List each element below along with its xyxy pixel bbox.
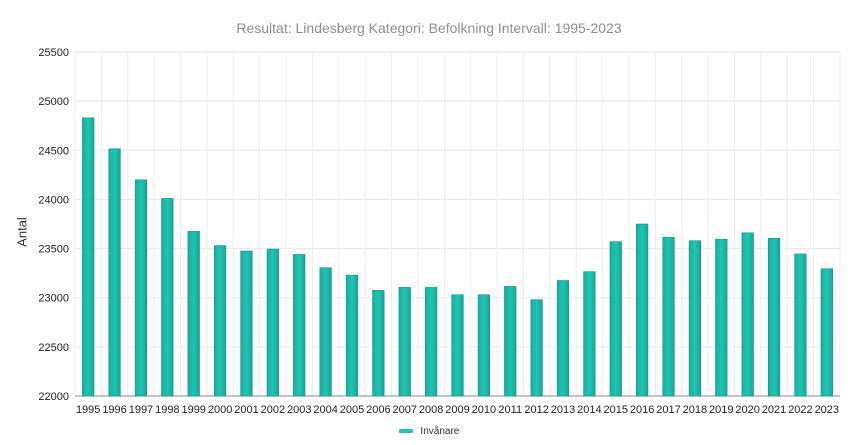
bar xyxy=(715,238,728,397)
bar xyxy=(741,232,754,397)
y-tick-label: 25000 xyxy=(38,96,69,108)
legend: Invånare xyxy=(0,426,858,437)
x-tick-label: 2020 xyxy=(735,404,759,416)
y-tick-label: 24500 xyxy=(38,145,69,157)
bar xyxy=(372,290,385,397)
x-tick-label: 2005 xyxy=(340,404,364,416)
x-tick-label: 2002 xyxy=(261,404,285,416)
x-tick-label: 1996 xyxy=(102,404,126,416)
x-tick-label: 2001 xyxy=(234,404,258,416)
bar xyxy=(820,268,833,397)
x-tick-label: 1995 xyxy=(76,404,100,416)
bar xyxy=(451,294,464,397)
bar xyxy=(425,287,438,397)
y-tick-label: 22000 xyxy=(38,391,69,403)
bar xyxy=(293,254,306,397)
x-tick-label: 2015 xyxy=(604,404,628,416)
x-tick-label: 2010 xyxy=(472,404,496,416)
y-tick-label: 24000 xyxy=(38,194,69,206)
x-tick-label: 1997 xyxy=(129,404,153,416)
x-tick-label: 1999 xyxy=(181,404,205,416)
y-tick-label: 22500 xyxy=(38,342,69,354)
x-tick-label: 2007 xyxy=(392,404,416,416)
bar xyxy=(134,179,148,397)
bar xyxy=(662,236,675,397)
x-tick-label: 2008 xyxy=(419,404,443,416)
x-tick-label: 2013 xyxy=(551,404,575,416)
x-tick-label: 2022 xyxy=(788,404,812,416)
x-tick-label: 2019 xyxy=(709,404,733,416)
x-tick-label: 2023 xyxy=(815,404,839,416)
bar xyxy=(530,299,543,397)
bar xyxy=(82,117,95,397)
bar xyxy=(583,271,596,397)
bar xyxy=(609,241,622,397)
bar xyxy=(504,286,517,397)
legend-swatch xyxy=(398,429,413,434)
bar xyxy=(319,267,332,397)
x-tick-label: 2004 xyxy=(313,404,337,416)
y-tick-label: 23000 xyxy=(38,293,69,305)
bar xyxy=(108,148,121,397)
bar xyxy=(240,250,253,397)
x-tick-label: 2000 xyxy=(208,404,232,416)
bar xyxy=(688,240,702,397)
bar xyxy=(398,287,411,397)
bar xyxy=(767,237,781,397)
bar xyxy=(636,223,649,397)
x-tick-label: 1998 xyxy=(155,404,179,416)
y-tick-label: 23500 xyxy=(38,244,69,256)
bar xyxy=(161,198,174,397)
x-tick-label: 2017 xyxy=(656,404,680,416)
x-tick-label: 2021 xyxy=(762,404,786,416)
bar xyxy=(213,245,227,397)
legend-item[interactable]: Invånare xyxy=(398,426,460,437)
bar xyxy=(187,231,200,397)
bar xyxy=(477,294,490,397)
x-tick-label: 2012 xyxy=(524,404,548,416)
bar xyxy=(794,253,807,397)
bar xyxy=(266,248,279,397)
x-tick-label: 2009 xyxy=(445,404,469,416)
x-tick-label: 2014 xyxy=(577,404,601,416)
bar xyxy=(556,280,570,397)
x-tick-label: 2003 xyxy=(287,404,311,416)
legend-label: Invånare xyxy=(420,426,460,437)
x-tick-label: 2006 xyxy=(366,404,390,416)
y-tick-label: 25500 xyxy=(38,47,69,59)
x-tick-label: 2016 xyxy=(630,404,654,416)
x-tick-label: 2011 xyxy=(498,404,522,416)
bar xyxy=(345,274,359,397)
x-tick-label: 2018 xyxy=(683,404,707,416)
chart-title: Resultat: Lindesberg Kategori: Befolknin… xyxy=(236,20,622,36)
